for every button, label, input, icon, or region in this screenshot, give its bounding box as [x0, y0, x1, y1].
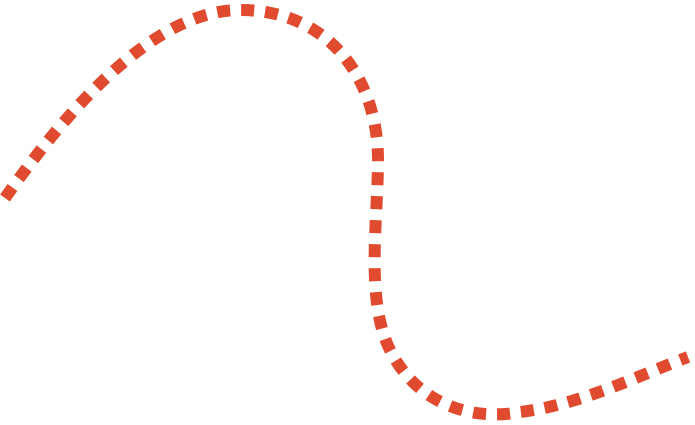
dashed-curve — [0, 3, 691, 421]
